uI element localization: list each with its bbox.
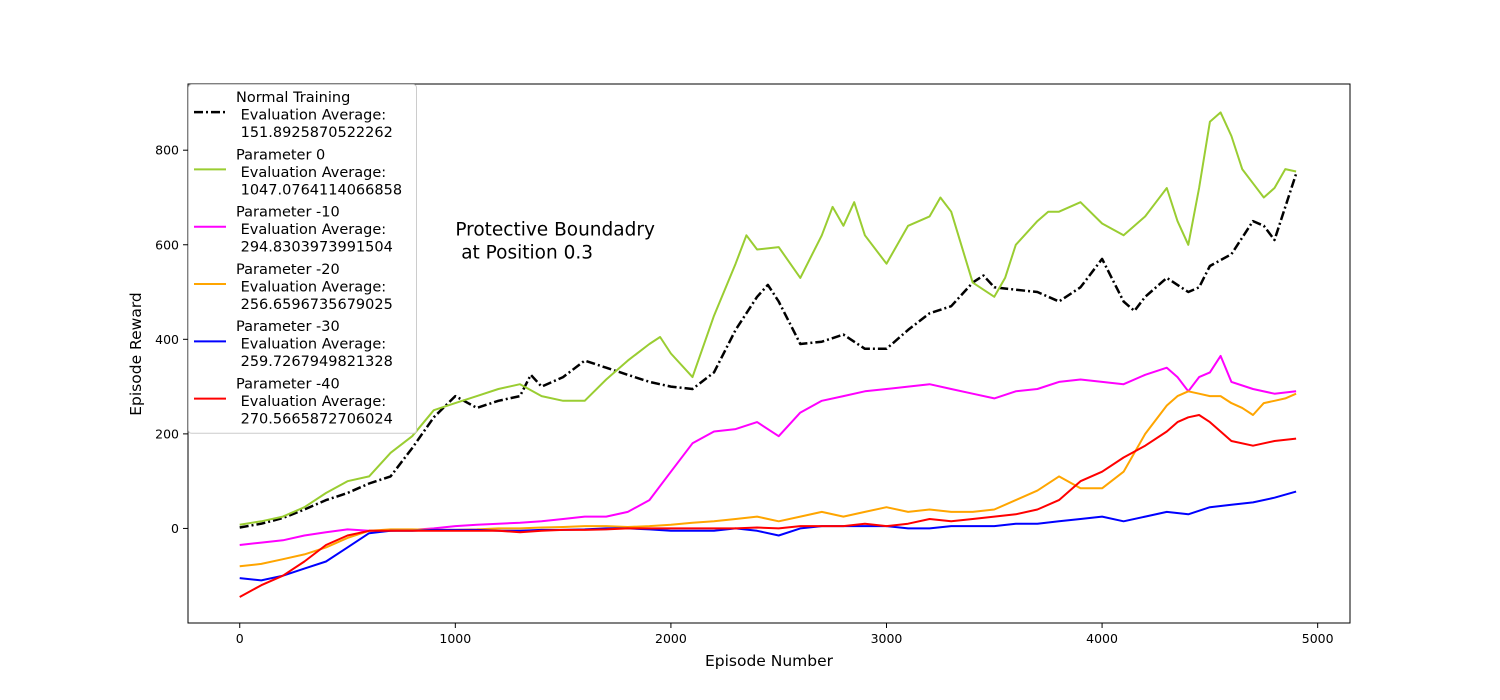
legend-entry-parameter-40: Parameter -40 Evaluation Average: 270.56…	[236, 377, 393, 428]
y-tick-label: 600	[155, 237, 179, 252]
legend-entry-normal-training: Normal Training Evaluation Average: 151.…	[236, 90, 393, 141]
legend-entry-line: Evaluation Average:	[236, 394, 386, 410]
x-tick-label: 1000	[439, 631, 471, 646]
x-tick-label: 3000	[871, 631, 903, 646]
legend-entry-line: Evaluation Average:	[236, 165, 386, 181]
legend-entry-line: Evaluation Average:	[236, 222, 386, 238]
series-line-parameter-0	[239, 111, 1297, 526]
legend-entry-line: Parameter -20	[236, 262, 340, 278]
annotation-line: Protective Boundadry	[455, 219, 655, 240]
legend-entry-line: Parameter -40	[236, 377, 340, 393]
legend-entry-parameter-0: Parameter 0 Evaluation Average: 1047.076…	[236, 147, 402, 198]
legend-entry-line: Evaluation Average:	[236, 337, 386, 353]
y-tick-label: 200	[155, 426, 179, 441]
legend-entry-line: 259.7267949821328	[236, 354, 393, 370]
legend-entry-parameter-10: Parameter -10 Evaluation Average: 294.83…	[236, 205, 393, 256]
y-tick-label: 0	[171, 521, 179, 536]
legend-entry-line: 1047.0764114066858	[236, 182, 402, 198]
x-tick-label: 4000	[1086, 631, 1118, 646]
legend-entry-line: 151.8925870522262	[236, 125, 393, 141]
series-layer	[239, 111, 1298, 598]
y-tick-label: 800	[155, 143, 179, 158]
legend-entry-line: Evaluation Average:	[236, 108, 386, 124]
legend-entry-line: 270.5665872706024	[236, 412, 393, 428]
legend-entry-line: Normal Training	[236, 90, 350, 106]
x-tick-label: 0	[236, 631, 244, 646]
x-tick-label: 2000	[655, 631, 687, 646]
legend-entry-line: 294.8303973991504	[236, 240, 393, 256]
legend-box	[188, 84, 417, 434]
y-axis-label: Episode Reward	[127, 292, 145, 416]
series-line-normal-training	[239, 173, 1298, 529]
series-line-parameter-40	[239, 414, 1297, 598]
annotation-text: Protective Boundadry at Position 0.3	[455, 219, 655, 263]
annotation: Protective Boundadry at Position 0.3	[455, 219, 655, 263]
legend-entry-line: Parameter -30	[236, 319, 340, 335]
legend-entry-line: Parameter -10	[236, 205, 340, 221]
x-tick-label: 5000	[1302, 631, 1334, 646]
legend-entry-parameter-20: Parameter -20 Evaluation Average: 256.65…	[236, 262, 393, 313]
legend-entry-line: Parameter 0	[236, 147, 325, 163]
legend-entry-line: Evaluation Average:	[236, 279, 386, 295]
legend-entry-line: 256.6596735679025	[236, 297, 393, 313]
legend-entry-parameter-30: Parameter -30 Evaluation Average: 259.72…	[236, 319, 393, 370]
annotation-line: at Position 0.3	[455, 242, 593, 263]
x-axis-label: Episode Number	[705, 652, 834, 670]
legend: Normal Training Evaluation Average: 151.…	[188, 84, 417, 434]
tick-layer: 0 1000 2000 3000 4000 5000 0 200 400 600 800	[155, 143, 1333, 646]
y-tick-label: 400	[155, 332, 179, 347]
